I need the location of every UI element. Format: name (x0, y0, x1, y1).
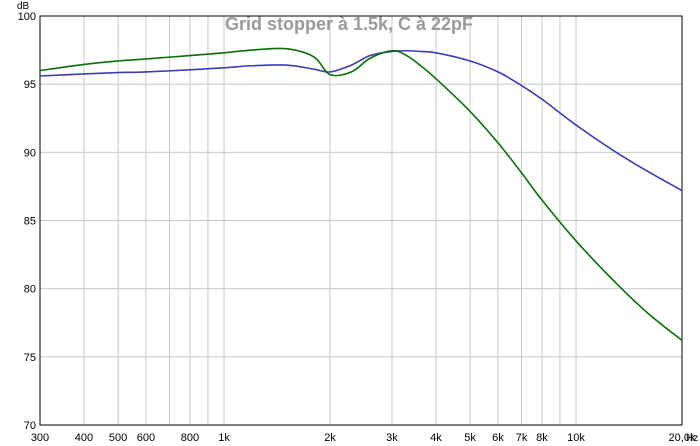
plot-border (39, 15, 683, 426)
y-tick-label: 90 (24, 147, 36, 159)
x-tick-label: 20,0k (669, 432, 696, 444)
y-tick-labels: 70 75 80 85 90 95 100 (18, 11, 36, 432)
y-axis-label: dB (17, 1, 30, 12)
x-tick-label: 500 (109, 432, 127, 444)
y-tick-label: 95 (24, 79, 36, 91)
series-line-blue (39, 49, 683, 192)
x-tick-label: 3k (386, 432, 398, 444)
x-tick-label: 5k (464, 432, 476, 444)
x-tick-label: 1k (218, 432, 230, 444)
grid (39, 15, 683, 426)
series-lines (39, 47, 683, 342)
series-line-green (39, 47, 683, 342)
x-tick-label: 4k (430, 432, 442, 444)
x-tick-label: 400 (75, 432, 93, 444)
x-axis-unit: Hz (686, 433, 698, 444)
x-tick-labels: 300 400 500 600 800 1k 2k 3k 4k 5k 6k 7k 8k 10k 20,0k (31, 432, 696, 444)
y-tick-label: 80 (24, 284, 36, 296)
x-tick-label: 7k (516, 432, 528, 444)
chart-title: Grid stopper à 1.5k, C à 22pF (225, 14, 473, 34)
x-tick-label: 600 (137, 432, 155, 444)
y-tick-label: 100 (18, 11, 36, 23)
x-tick-label: 10k (567, 432, 585, 444)
x-tick-label: 8k (536, 432, 548, 444)
x-tick-label: 300 (31, 432, 49, 444)
x-tick-label: 6k (492, 432, 504, 444)
y-tick-label: 75 (24, 352, 36, 364)
x-tick-label: 2k (324, 432, 336, 444)
y-tick-label: 70 (24, 420, 36, 432)
y-tick-label: 85 (24, 216, 36, 228)
x-tick-label: 800 (181, 432, 199, 444)
